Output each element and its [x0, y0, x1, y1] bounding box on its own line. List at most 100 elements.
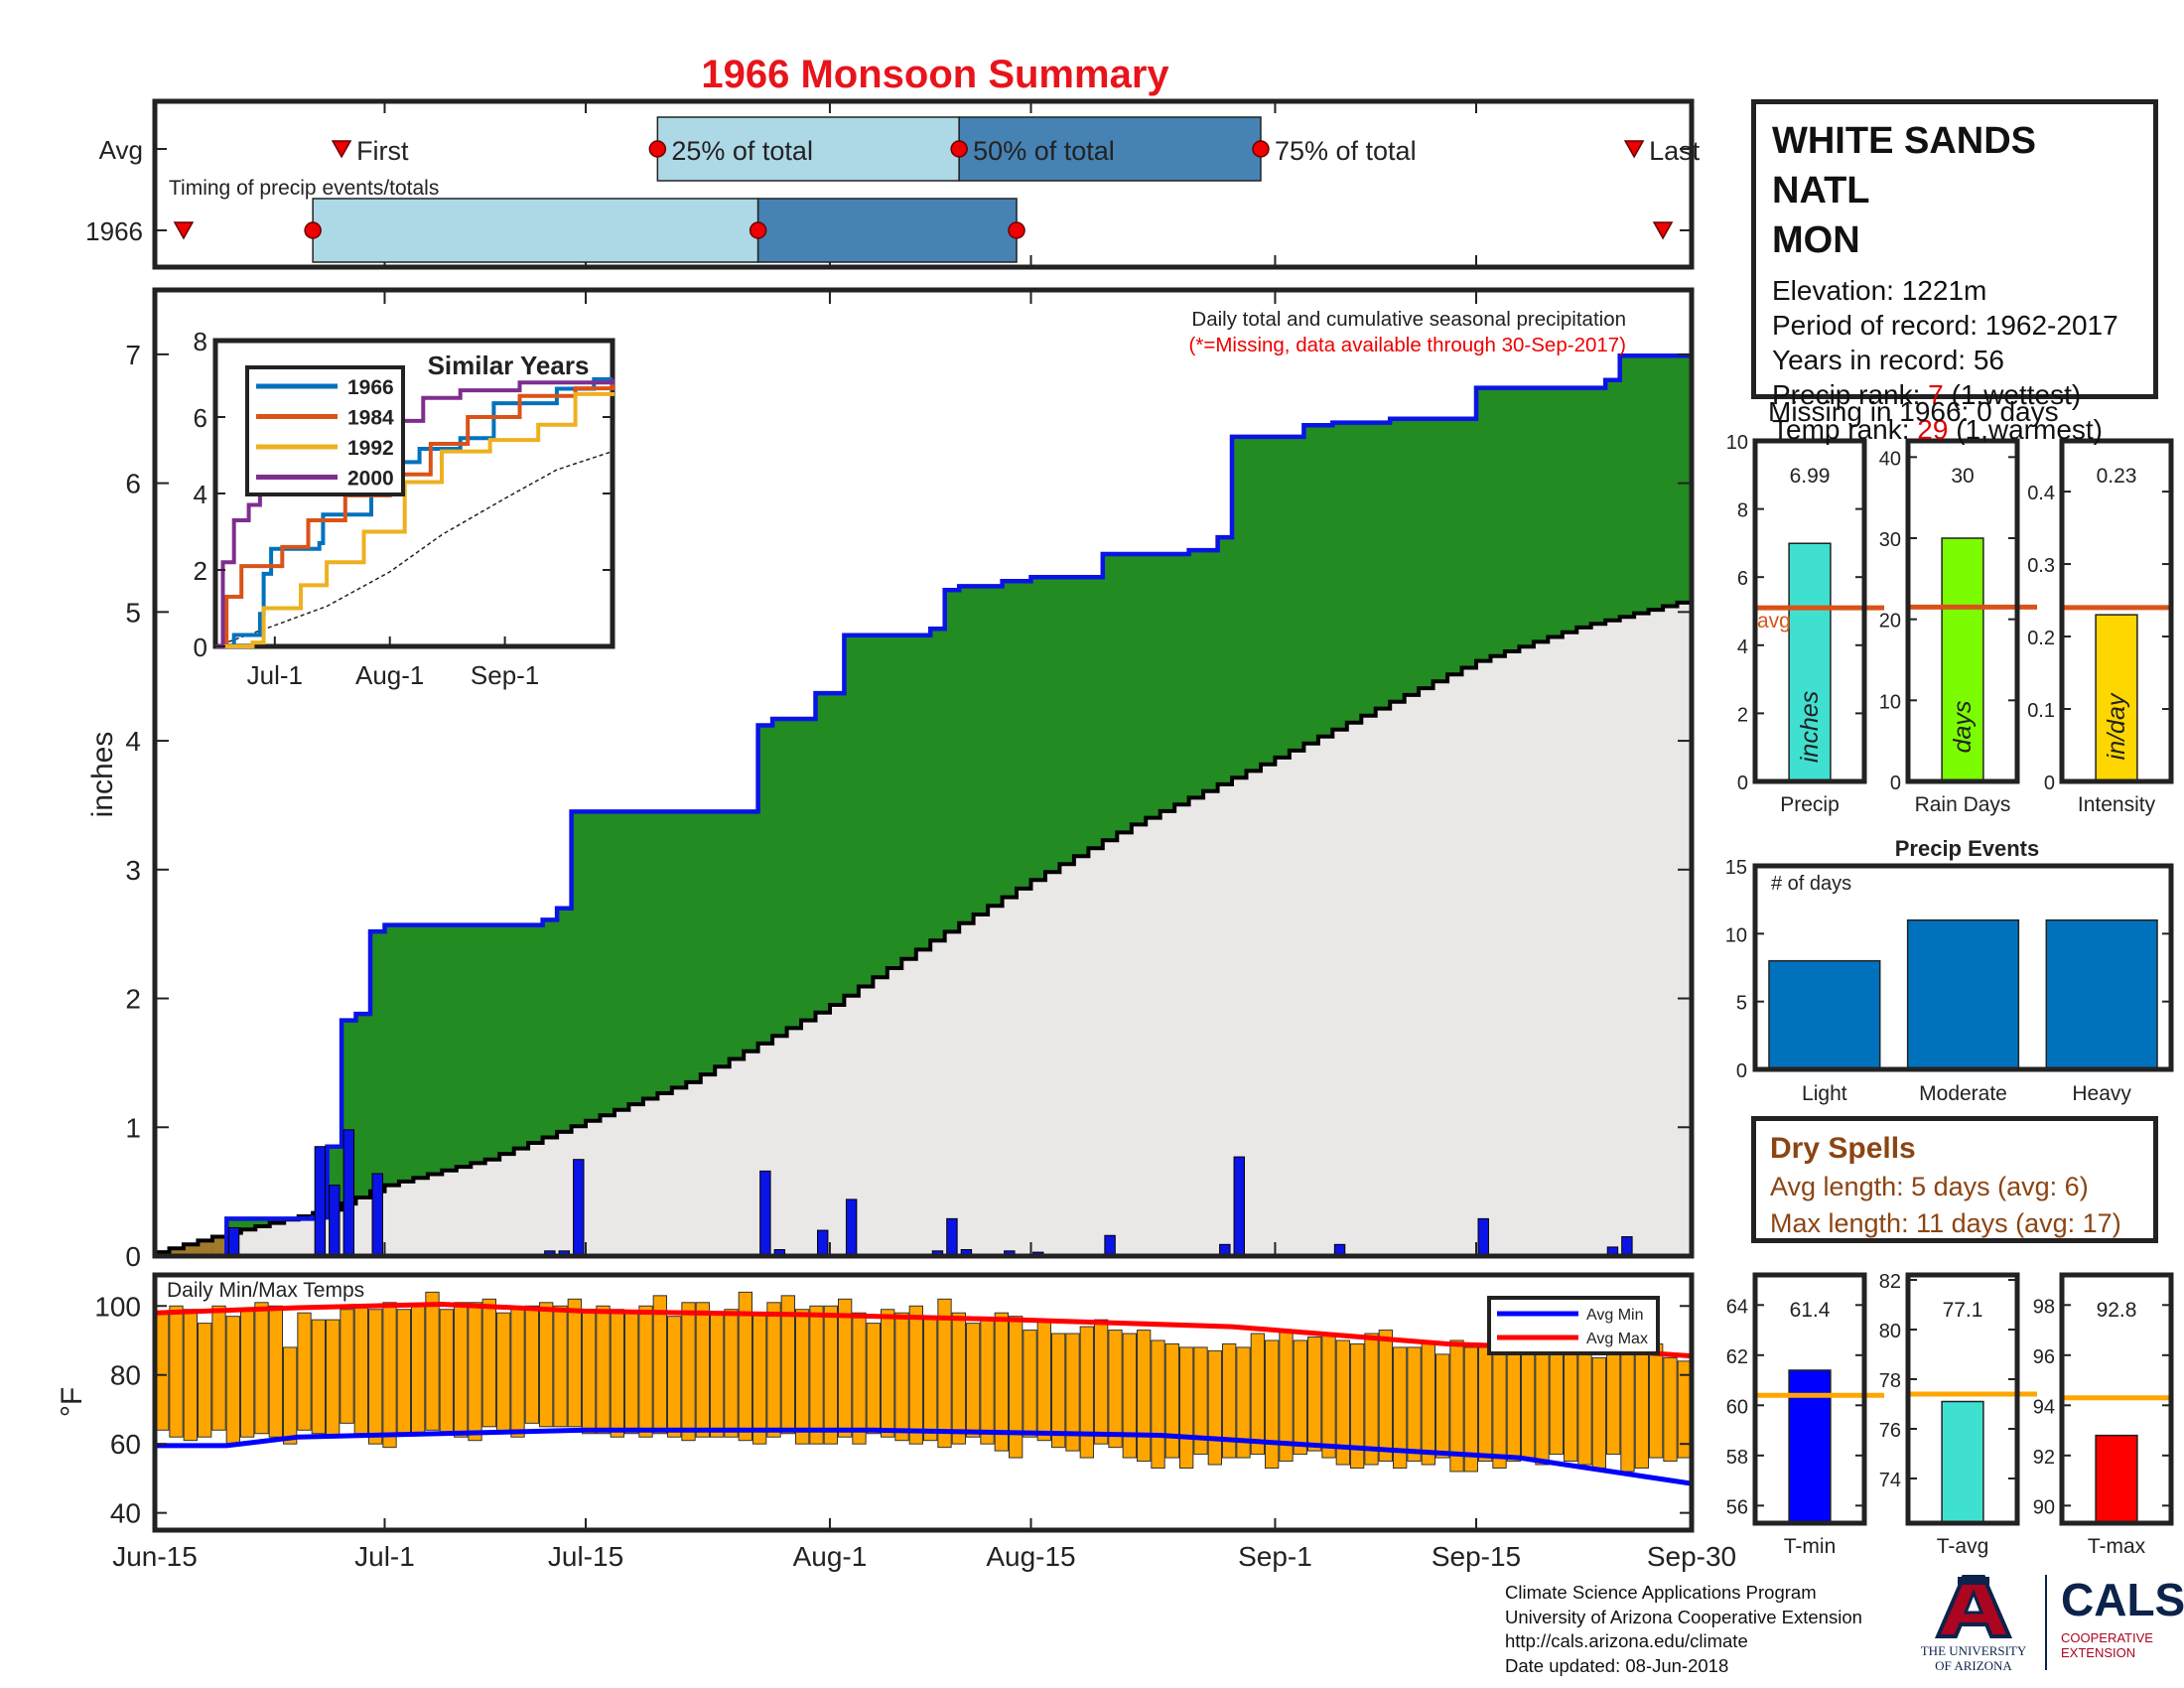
events-frame: [1752, 863, 2174, 1072]
temp-range-bar: [1151, 1339, 1165, 1469]
daily-precip-bar: [946, 1217, 958, 1257]
temp-range-bar: [738, 1291, 753, 1442]
ua-name-line2: OF ARIZONA: [1935, 1658, 2012, 1673]
timing-marker-last: [1652, 221, 1674, 240]
events-ytick-label: 10: [1725, 924, 1747, 946]
stat-ytick-label: 98: [2033, 1296, 2055, 1318]
temp-range-bar: [894, 1312, 909, 1442]
temp-range-bar: [297, 1312, 312, 1431]
xtick-label: Jul-15: [548, 1541, 623, 1572]
timing-marker-q25: [648, 140, 667, 158]
credit-line-2: University of Arizona Cooperative Extens…: [1505, 1606, 1862, 1627]
event-bar-heavy: [2045, 918, 2158, 1070]
stat-ytick-label: 10: [1879, 691, 1901, 713]
inset-ytick-label: 0: [194, 633, 207, 662]
temp-range-bar: [382, 1302, 397, 1449]
main-ytick-label: 3: [125, 855, 141, 886]
daily-precip-bar: [227, 1226, 240, 1257]
main-ylabel: inches: [86, 732, 119, 818]
daily-precip-bar: [759, 1170, 771, 1257]
daily-temps-panel: Jun-15 Jul-1 Jul-15 Aug-1 Aug-15 Sep-1 Sep-15 S…: [56, 1272, 1736, 1572]
cals-wordmark: CALS: [2061, 1574, 2184, 1625]
stat-value-T-avg: 77.1: [1943, 1299, 1983, 1322]
inset-legend-label-2000: 2000: [347, 468, 394, 491]
avg-cumulative-line: [155, 599, 1694, 1255]
stat-name-T-avg: T-avg: [1937, 1535, 1989, 1558]
stat-ytick-label: 92: [2033, 1447, 2055, 1469]
temp-range-bar: [695, 1302, 711, 1438]
dry-spells-max-length: Max length: 11 days (avg: 17): [1770, 1208, 2121, 1238]
temps-ytick-label: 60: [110, 1429, 141, 1460]
temp-range-bar: [1378, 1330, 1393, 1463]
main-ytick-label: 0: [125, 1241, 141, 1272]
temp-range-bar: [752, 1312, 767, 1445]
stat-ytick-label: 78: [1879, 1370, 1901, 1392]
temp-range-bar: [1492, 1339, 1507, 1469]
ua-a-icon: [1934, 1575, 2013, 1638]
stat-value-T-max: 92.8: [2097, 1299, 2137, 1322]
temp-range-bar: [439, 1309, 454, 1435]
temp-range-bar: [411, 1305, 426, 1435]
inset-ytick-label: 6: [194, 403, 207, 433]
temp-range-bar: [1293, 1339, 1307, 1456]
temp-range-bar: [1207, 1349, 1222, 1466]
temp-range-bar: [908, 1305, 924, 1445]
timing-label-last: Last: [1649, 136, 1701, 166]
stat-ytick-label: 58: [1726, 1447, 1748, 1469]
stat-bar-Intensity: [2095, 614, 2138, 782]
temp-range-bar: [852, 1312, 867, 1445]
temp-range-bar: [169, 1305, 184, 1438]
temp-range-bar: [1350, 1342, 1365, 1469]
temp-range-bar: [254, 1302, 269, 1435]
timing-marker-q75: [1252, 140, 1270, 158]
precip-events-panel: Light Moderate Heavy 0 5 10 15 Precip Events # o…: [1725, 836, 2174, 1105]
temp-range-bar: [937, 1298, 952, 1449]
temp-range-bar: [638, 1305, 653, 1438]
stat-ytick-label: 80: [1879, 1321, 1901, 1342]
timing-marker-first: [173, 221, 195, 240]
timing-box-q25-q50: [312, 198, 759, 263]
temp-range-bar: [994, 1312, 1010, 1452]
daily-precip-bar: [1233, 1156, 1245, 1257]
main-ytick-label: 7: [125, 340, 141, 370]
temp-range-bar: [539, 1302, 554, 1428]
surplus-area: [155, 355, 1692, 1256]
cals-divider: [2045, 1575, 2047, 1670]
stat-ytick-label: 40: [1879, 448, 1901, 470]
stat-value-Precip: 6.99: [1790, 465, 1831, 488]
temp-range-bar: [1265, 1339, 1280, 1469]
events-ytick-label: 5: [1736, 993, 1747, 1015]
stat-frame-Intensity: [2059, 438, 2174, 784]
temp-range-bar: [1663, 1356, 1678, 1463]
temp-range-bar: [1065, 1333, 1080, 1452]
temps-ytick-label: 80: [110, 1360, 141, 1391]
temp-range-bar: [1193, 1346, 1208, 1456]
xtick-label: Sep-30: [1647, 1541, 1736, 1572]
event-label-moderate: Moderate: [1919, 1082, 2007, 1105]
temp-rank-note: (1,warmest): [1948, 414, 2104, 445]
temp-range-bar: [1577, 1336, 1592, 1466]
timing-box-q50-q75: [958, 116, 1262, 182]
stat-ytick-label: 20: [1879, 611, 1901, 633]
temps-title: Daily Min/Max Temps: [167, 1279, 364, 1302]
temp-range-bar: [1478, 1346, 1493, 1463]
temp-range-bar: [454, 1302, 469, 1438]
temp-range-bar: [1449, 1339, 1464, 1473]
temp-range-bar: [524, 1305, 540, 1424]
daily-precip-bar: [1621, 1236, 1633, 1257]
stat-ytick-label: 96: [2033, 1346, 2055, 1368]
temps-ytick-label: 100: [94, 1291, 141, 1322]
cumulative-1966-line: [155, 352, 1692, 1259]
temp-range-bar: [283, 1346, 298, 1445]
stat-name-T-min: T-min: [1784, 1535, 1837, 1558]
temp-range-bar: [1421, 1342, 1435, 1466]
temp-range-bar: [340, 1309, 354, 1424]
inset-xtick-label: Sep-1: [471, 660, 539, 690]
deficit-area: [198, 1240, 212, 1256]
daily-precip-bar: [371, 1173, 383, 1257]
temp-range-bar: [809, 1305, 824, 1445]
timing-box-q25-q50: [656, 116, 960, 182]
temp-rank-label: Temp rank:: [1772, 414, 1918, 445]
temp-range-bar: [396, 1309, 411, 1435]
